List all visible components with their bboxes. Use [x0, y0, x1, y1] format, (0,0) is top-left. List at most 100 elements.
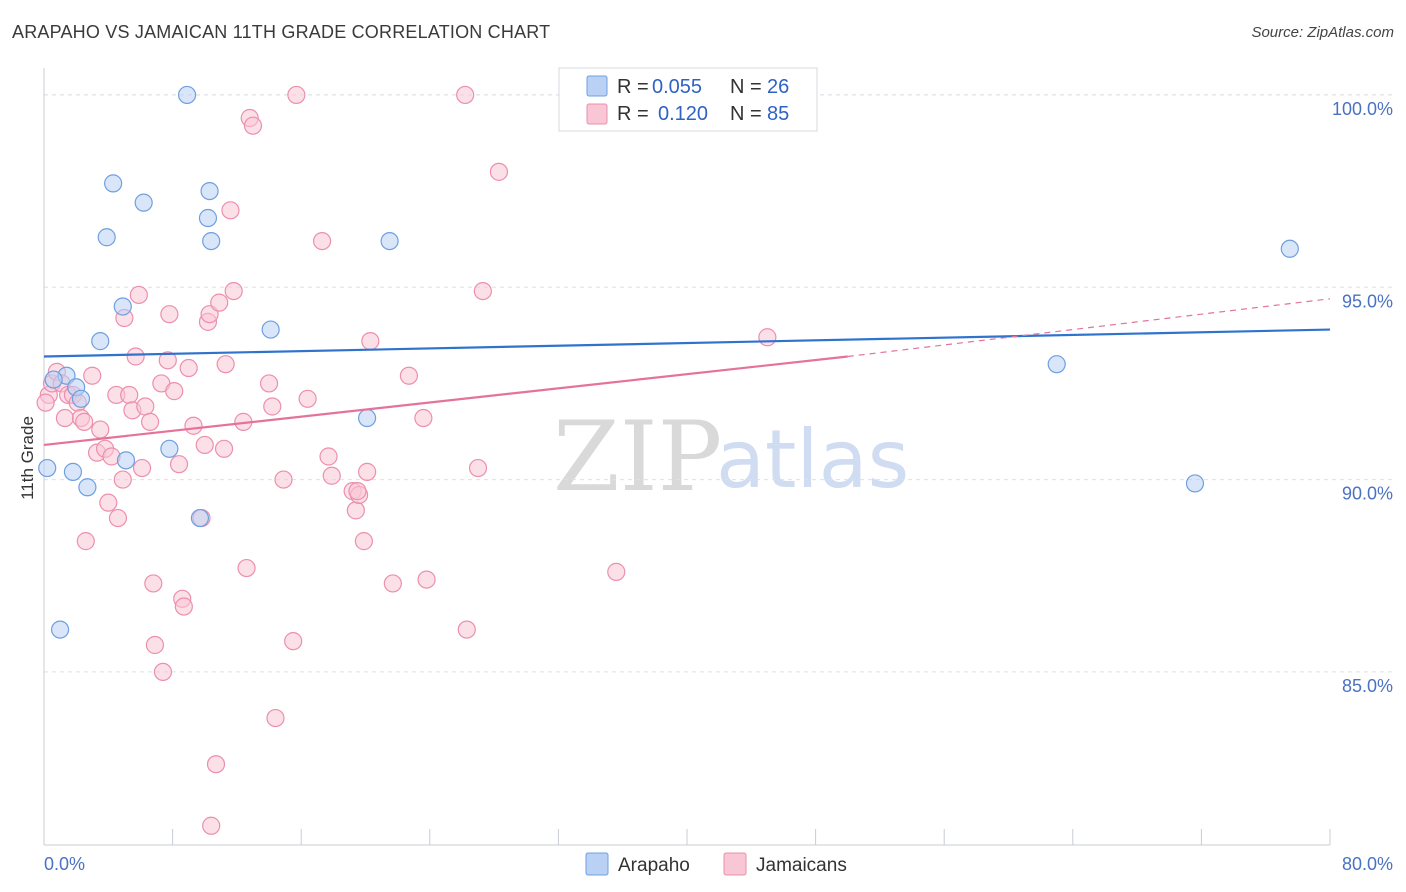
arapaho-point [190, 508, 210, 528]
arapaho-point [71, 389, 91, 408]
jamaicans-point [216, 355, 235, 374]
y-tick-label: 85.0% [1342, 676, 1393, 696]
arapaho-point [1280, 239, 1299, 258]
jamaicans-point [136, 397, 155, 416]
jamaicans-point [36, 393, 55, 412]
trend-lines [43, 298, 1331, 447]
y-tick-label: 95.0% [1342, 291, 1393, 311]
jamaicans-point [165, 382, 184, 401]
arapaho-point [91, 332, 110, 351]
arapaho-point [44, 370, 63, 389]
series-arapaho [38, 85, 1299, 639]
trend-line-arapaho [43, 328, 1331, 358]
jamaicans-point [383, 574, 402, 593]
legend-swatch-jamaicans [586, 103, 608, 125]
stats-legend: R = 0.055 N = 26 R = 0.120 N = 85 [558, 67, 818, 132]
arapaho-point [116, 451, 136, 470]
x-tick-label-max: 80.0% [1342, 854, 1393, 874]
jamaicans-point [274, 470, 293, 489]
y-tick-label: 90.0% [1342, 484, 1393, 504]
jamaicans-point [456, 85, 475, 105]
arapaho-point [200, 181, 219, 201]
jamaicans-point [129, 285, 148, 305]
grid [44, 94, 1395, 673]
jamaicans-point [174, 597, 193, 616]
arapaho-point [38, 458, 57, 478]
watermark-atlas: atlas [716, 413, 909, 506]
bottom-legend-label-arapaho: Arapaho [618, 855, 690, 876]
jamaicans-point [312, 231, 332, 251]
jamaicans-point [132, 458, 152, 478]
jamaicans-point [214, 439, 234, 458]
jamaicans-point [55, 408, 74, 428]
axes [43, 68, 1331, 846]
jamaicans-point [202, 816, 221, 835]
jamaicans-point [348, 482, 367, 501]
arapaho-point [1047, 355, 1066, 374]
arapaho-point [97, 228, 116, 247]
jamaicans-point [473, 281, 492, 301]
arapaho-point [104, 174, 123, 193]
jamaicans-point [153, 662, 173, 682]
legend-r-value-arapaho: 0.055 [652, 76, 702, 98]
series-legend: Arapaho Jamaicans [585, 852, 847, 876]
jamaicans-point [158, 351, 177, 370]
jamaicans-point [457, 620, 476, 639]
jamaicans-point [322, 466, 341, 485]
legend-n-label-2: N = [730, 103, 762, 125]
trend-line-jamaicans [43, 355, 848, 447]
arapaho-point [134, 193, 153, 212]
jamaicans-point [607, 562, 626, 581]
jamaicans-point [284, 632, 303, 651]
jamaicans-point [399, 366, 419, 385]
jamaicans-point [99, 493, 118, 512]
jamaicans-point [319, 447, 338, 466]
jamaicans-point [287, 85, 306, 105]
jamaicans-point [266, 708, 285, 728]
jamaicans-point [346, 501, 365, 520]
arapaho-point [177, 85, 197, 105]
jamaicans-point [91, 420, 110, 439]
jamaicans-point [179, 358, 198, 378]
legend-swatch-arapaho [586, 75, 608, 97]
legend-r-value-jamaicans: 0.120 [658, 103, 708, 125]
jamaicans-point [160, 305, 179, 324]
legend-n-value-jamaicans: 85 [767, 103, 789, 125]
arapaho-point [63, 462, 83, 481]
arapaho-point [261, 320, 280, 339]
jamaicans-point [224, 281, 243, 301]
arapaho-point [1185, 474, 1205, 493]
jamaicans-point [758, 328, 777, 347]
x-axis-ticks [43, 829, 1331, 845]
jamaicans-point [126, 347, 145, 366]
legend-r-label-1: R = [617, 76, 649, 98]
jamaicans-point [108, 508, 128, 528]
arapaho-point [380, 231, 399, 251]
y-tick-labels: 85.0% 90.0% 95.0% 100.0% [1332, 99, 1393, 696]
jamaicans-point [144, 574, 163, 593]
jamaicans-point [468, 458, 488, 478]
jamaicans-point [83, 366, 102, 385]
watermark-zip: ZIP [553, 401, 722, 513]
jamaicans-point [145, 635, 165, 655]
bottom-legend-label-jamaicans: Jamaicans [756, 855, 847, 876]
jamaicans-point [417, 570, 436, 589]
jamaicans-point [221, 201, 240, 220]
jamaicans-point [489, 162, 509, 181]
jamaicans-point [75, 412, 94, 431]
source-label: Source: ZipAtlas.com [1251, 24, 1394, 41]
bottom-legend-swatch-jamaicans [723, 852, 747, 876]
arapaho-point [202, 231, 221, 251]
x-tick-label-min: 0.0% [44, 854, 85, 874]
jamaicans-point [358, 462, 377, 481]
chart-title: ARAPAHO VS JAMAICAN 11TH GRADE CORRELATI… [12, 22, 551, 42]
jamaicans-point [237, 558, 256, 578]
arapaho-point [198, 208, 218, 228]
jamaicans-point [120, 385, 139, 405]
legend-r-label-2: R = [617, 103, 649, 125]
jamaicans-point [259, 374, 279, 393]
jamaicans-point [140, 412, 160, 431]
jamaicans-point [354, 532, 373, 551]
jamaicans-point [113, 470, 132, 489]
